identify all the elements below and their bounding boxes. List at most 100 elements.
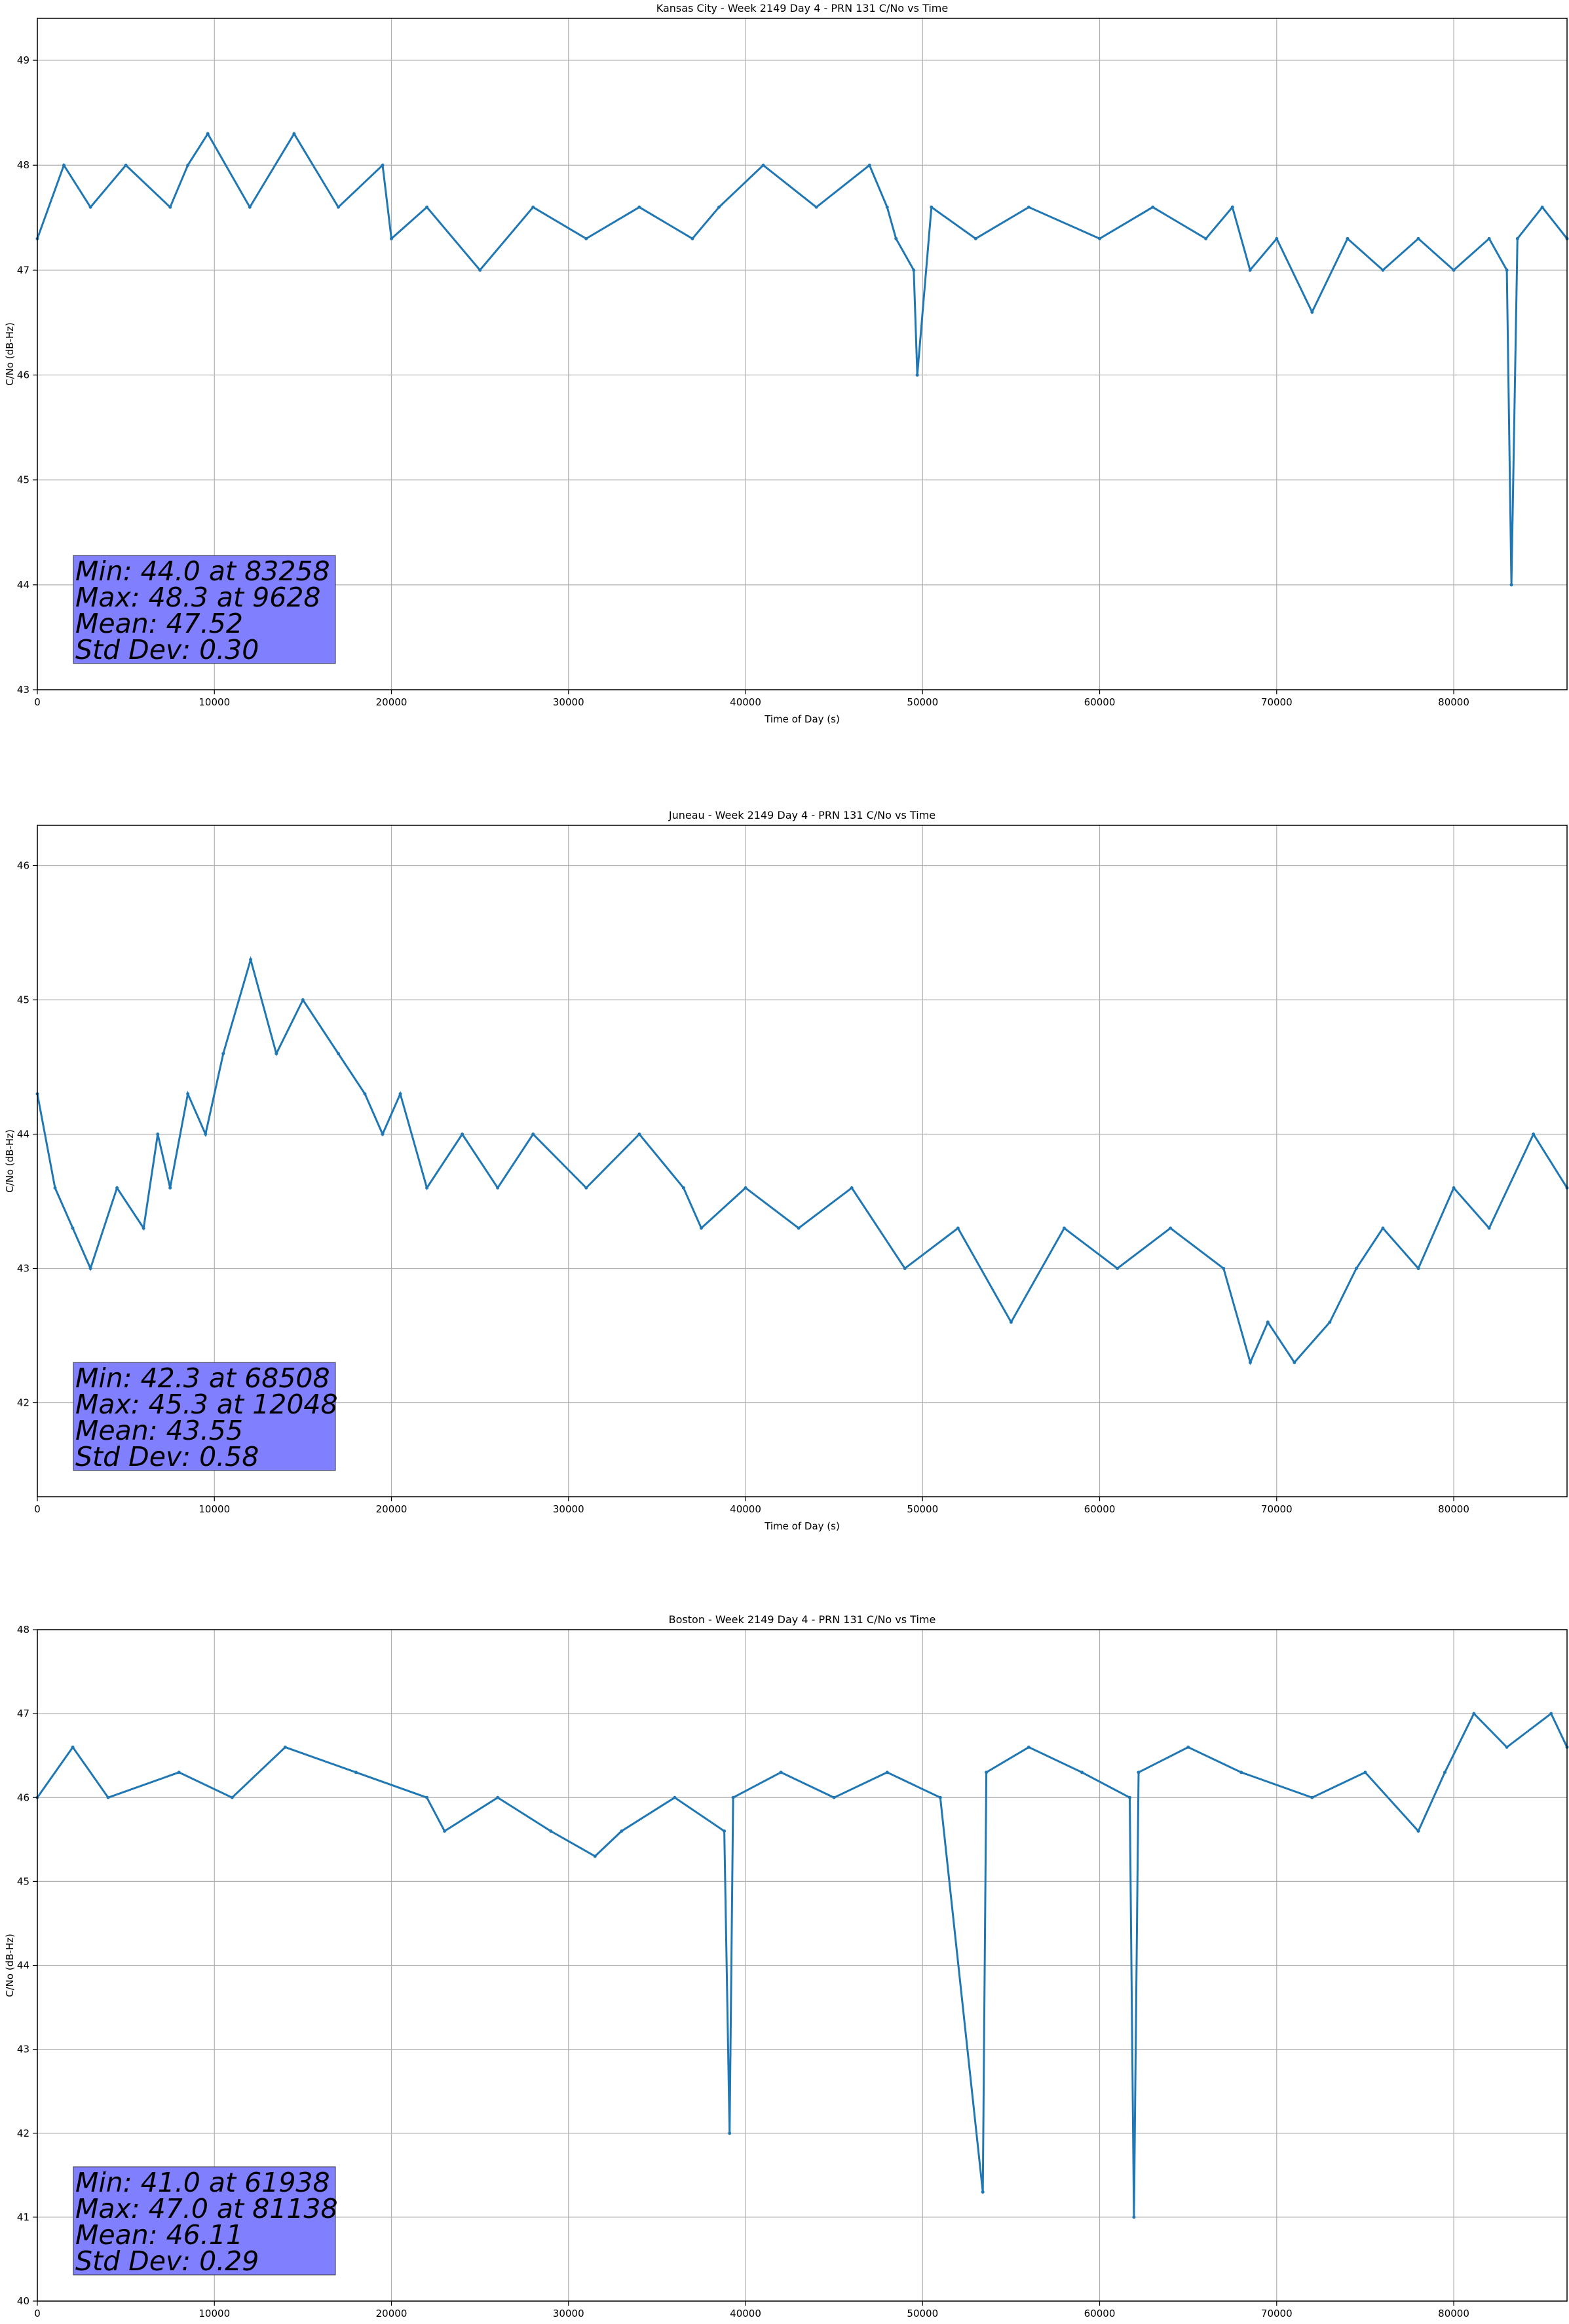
data-point [779, 1771, 783, 1774]
data-point [88, 1267, 92, 1270]
data-point [637, 1133, 641, 1136]
y-tick-label: 47 [17, 1708, 29, 1719]
data-point [301, 998, 305, 1002]
data-point [930, 205, 934, 209]
stats-line: Max: 45.3 at 12048 [75, 1389, 338, 1420]
data-point [62, 163, 66, 167]
data-point [867, 163, 871, 167]
y-tick-label: 46 [17, 1791, 29, 1803]
plot-frame [37, 825, 1568, 1497]
x-tick-label: 60000 [1084, 696, 1116, 708]
x-tick-label: 50000 [907, 2308, 938, 2319]
data-point [106, 1795, 110, 1799]
x-tick-label: 20000 [376, 2308, 407, 2319]
data-point [985, 1771, 989, 1774]
y-tick-label: 44 [17, 1960, 29, 1972]
data-point [186, 163, 190, 167]
data-point [832, 1795, 836, 1799]
stats-line: Min: 42.3 at 68508 [75, 1362, 330, 1394]
data-point [584, 236, 588, 240]
data-point [1080, 1771, 1084, 1774]
data-point [425, 205, 429, 209]
data-point [1151, 205, 1155, 209]
data-point [1354, 1267, 1358, 1270]
stats-line: Mean: 43.55 [75, 1415, 243, 1446]
x-tick-label: 0 [34, 1503, 41, 1515]
data-point [981, 2190, 985, 2194]
y-tick-label: 46 [17, 860, 29, 872]
data-point [1381, 268, 1385, 272]
data-point [1509, 583, 1513, 587]
data-point [381, 1133, 385, 1136]
stats-line: Max: 48.3 at 9628 [75, 582, 321, 613]
data-point [1027, 205, 1030, 209]
data-point [637, 205, 641, 209]
data-point [230, 1795, 234, 1799]
x-tick-label: 0 [34, 2308, 41, 2319]
data-point [1239, 1771, 1243, 1774]
x-tick-label: 30000 [553, 2308, 584, 2319]
data-point [221, 1052, 225, 1055]
y-tick-label: 43 [17, 2044, 29, 2055]
data-point [531, 205, 535, 209]
data-point [814, 205, 818, 209]
data-point [1515, 236, 1519, 240]
y-axis-label: C/No (dB-Hz) [4, 1934, 16, 1997]
y-tick-label: 45 [17, 994, 29, 1006]
data-point [156, 1133, 160, 1136]
data-point [88, 205, 92, 209]
data-point [168, 205, 172, 209]
data-point [1310, 1795, 1314, 1799]
data-point [390, 236, 394, 240]
data-point [177, 1771, 181, 1774]
x-tick-label: 80000 [1438, 2308, 1469, 2319]
data-point [283, 1745, 287, 1749]
series-line [36, 956, 1568, 1366]
y-axis-label: C/No (dB-Hz) [4, 322, 16, 386]
y-tick-label: 44 [17, 1129, 29, 1140]
x-tick-label: 30000 [553, 1503, 584, 1515]
data-point [292, 132, 296, 136]
data-point [885, 1771, 889, 1774]
stats-line: Std Dev: 0.58 [75, 1441, 259, 1472]
x-tick-label: 40000 [730, 1503, 761, 1515]
chart-title: Boston - Week 2149 Day 4 - PRN 131 C/No … [669, 1613, 936, 1626]
data-point [584, 1186, 588, 1190]
data-point [938, 1795, 942, 1799]
data-point [915, 373, 919, 377]
y-tick-label: 45 [17, 1875, 29, 1887]
x-tick-label: 50000 [907, 696, 938, 708]
data-point [1328, 1321, 1332, 1324]
data-point [1293, 1360, 1296, 1364]
data-point [1416, 236, 1420, 240]
stats-line: Std Dev: 0.30 [75, 634, 259, 665]
data-point [1248, 268, 1252, 272]
chart-panel-2: 0 10000 20000 30000 40000 50000 60000 70000 8000… [4, 809, 1569, 1532]
data-point [1062, 1226, 1066, 1230]
x-axis-label: Time of Day (s) [764, 713, 840, 725]
stats-line: Max: 47.0 at 81138 [75, 2193, 338, 2224]
x-tick-label: 50000 [907, 1503, 938, 1515]
data-point [248, 205, 252, 209]
data-point [1266, 1321, 1270, 1324]
x-tick-label: 70000 [1261, 696, 1293, 708]
x-axis-label: Time of Day (s) [764, 1520, 840, 1532]
stats-line: Mean: 47.52 [75, 608, 243, 639]
data-point [744, 1186, 747, 1190]
data-point [1381, 1226, 1385, 1230]
y-tick-label: 45 [17, 474, 29, 486]
data-point [461, 1133, 464, 1136]
stats-box-background [73, 1362, 336, 1471]
x-tick-label: 30000 [553, 696, 584, 708]
data-point [204, 1133, 208, 1136]
data-point [274, 1052, 278, 1055]
data-point [1116, 1267, 1120, 1270]
data-point [1549, 1712, 1553, 1715]
data-point [1222, 1267, 1226, 1270]
data-point [912, 268, 916, 272]
data-point [731, 1795, 735, 1799]
y-tick-label: 41 [17, 2211, 29, 2223]
y-tick-label: 42 [17, 2127, 29, 2139]
data-point [1098, 236, 1102, 240]
